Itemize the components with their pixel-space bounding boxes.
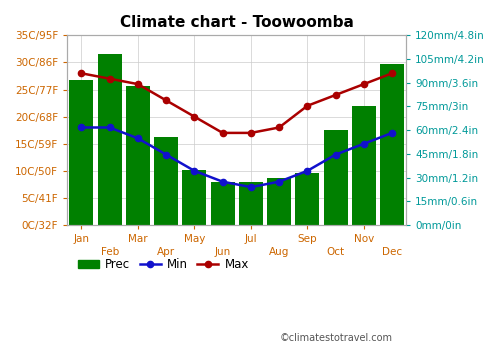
Legend: Prec, Min, Max: Prec, Min, Max — [73, 254, 254, 276]
Bar — [70, 79, 94, 225]
Bar — [352, 106, 376, 225]
Bar — [324, 130, 347, 225]
Bar — [267, 177, 291, 225]
Bar — [210, 182, 234, 225]
Bar — [239, 182, 263, 225]
Bar — [182, 170, 206, 225]
Bar — [154, 136, 178, 225]
Bar — [380, 64, 404, 225]
Text: ©climatestotravel.com: ©climatestotravel.com — [280, 333, 393, 343]
Bar — [126, 86, 150, 225]
Bar — [98, 54, 122, 225]
Bar — [296, 173, 320, 225]
Title: Climate chart - Toowoomba: Climate chart - Toowoomba — [120, 15, 354, 30]
